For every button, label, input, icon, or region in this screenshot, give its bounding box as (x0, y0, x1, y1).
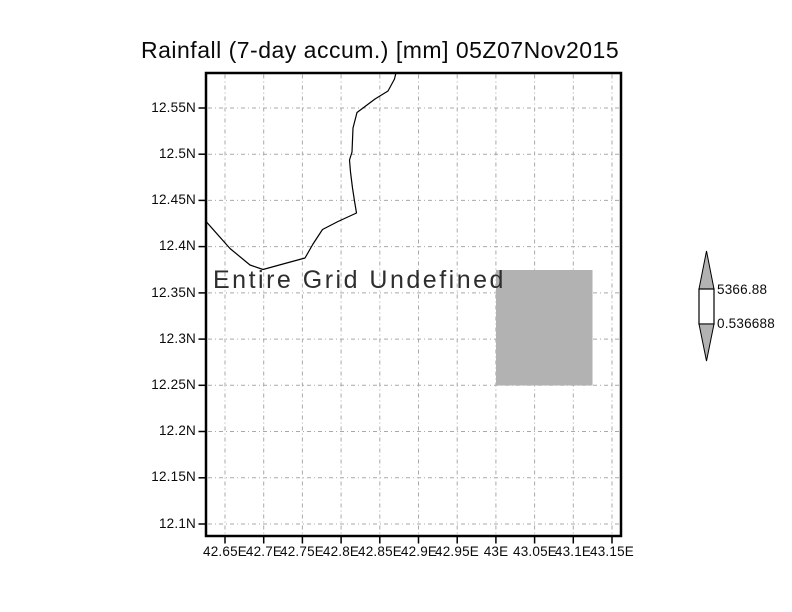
x-axis-label: 42.7E (245, 544, 283, 559)
y-axis-label: 12.2N (158, 423, 196, 438)
x-axis-label: 42.75E (280, 544, 324, 559)
y-axis-label: 12.3N (158, 331, 196, 346)
x-axis-label: 43E (483, 544, 509, 559)
x-axis-label: 42.8E (322, 544, 360, 559)
x-axis-label: 43.15E (590, 544, 634, 559)
y-axis-label: 12.4N (158, 238, 196, 253)
x-axis-ticks (224, 536, 613, 544)
undefined-notice: Entire Grid Undefined (213, 266, 506, 294)
x-axis-label: 42.95E (435, 544, 479, 559)
colorbar-min-label: 0.536688 (717, 316, 775, 331)
y-axis-label: 12.5N (158, 146, 196, 161)
y-axis-label: 12.1N (158, 516, 196, 531)
colorbar-max-label: 5366.88 (717, 282, 768, 297)
undefined-region-shade (496, 270, 593, 386)
colorbar-box (698, 288, 715, 325)
x-axis-label: 42.9E (400, 544, 438, 559)
y-axis-label: 12.25N (151, 377, 196, 392)
y-axis-label: 12.15N (151, 469, 196, 484)
y-axis-ticks (198, 107, 206, 525)
coastline (207, 74, 397, 271)
y-axis-label: 12.35N (151, 285, 196, 300)
x-axis-label: 42.85E (358, 544, 402, 559)
grid-lines (208, 74, 620, 535)
colorbar-upper-arrow (698, 250, 715, 290)
y-axis-label: 12.45N (151, 192, 196, 207)
x-axis-label: 43.1E (554, 544, 592, 559)
plot-title: Rainfall (7-day accum.) [mm] 05Z07Nov201… (141, 37, 620, 63)
plot-border (204, 71, 623, 538)
colorbar-lower-arrow (698, 323, 715, 362)
y-axis-label: 12.55N (151, 100, 196, 115)
x-axis-label: 43.05E (513, 544, 557, 559)
colorbar (698, 250, 715, 362)
x-axis-label: 42.65E (203, 544, 247, 559)
